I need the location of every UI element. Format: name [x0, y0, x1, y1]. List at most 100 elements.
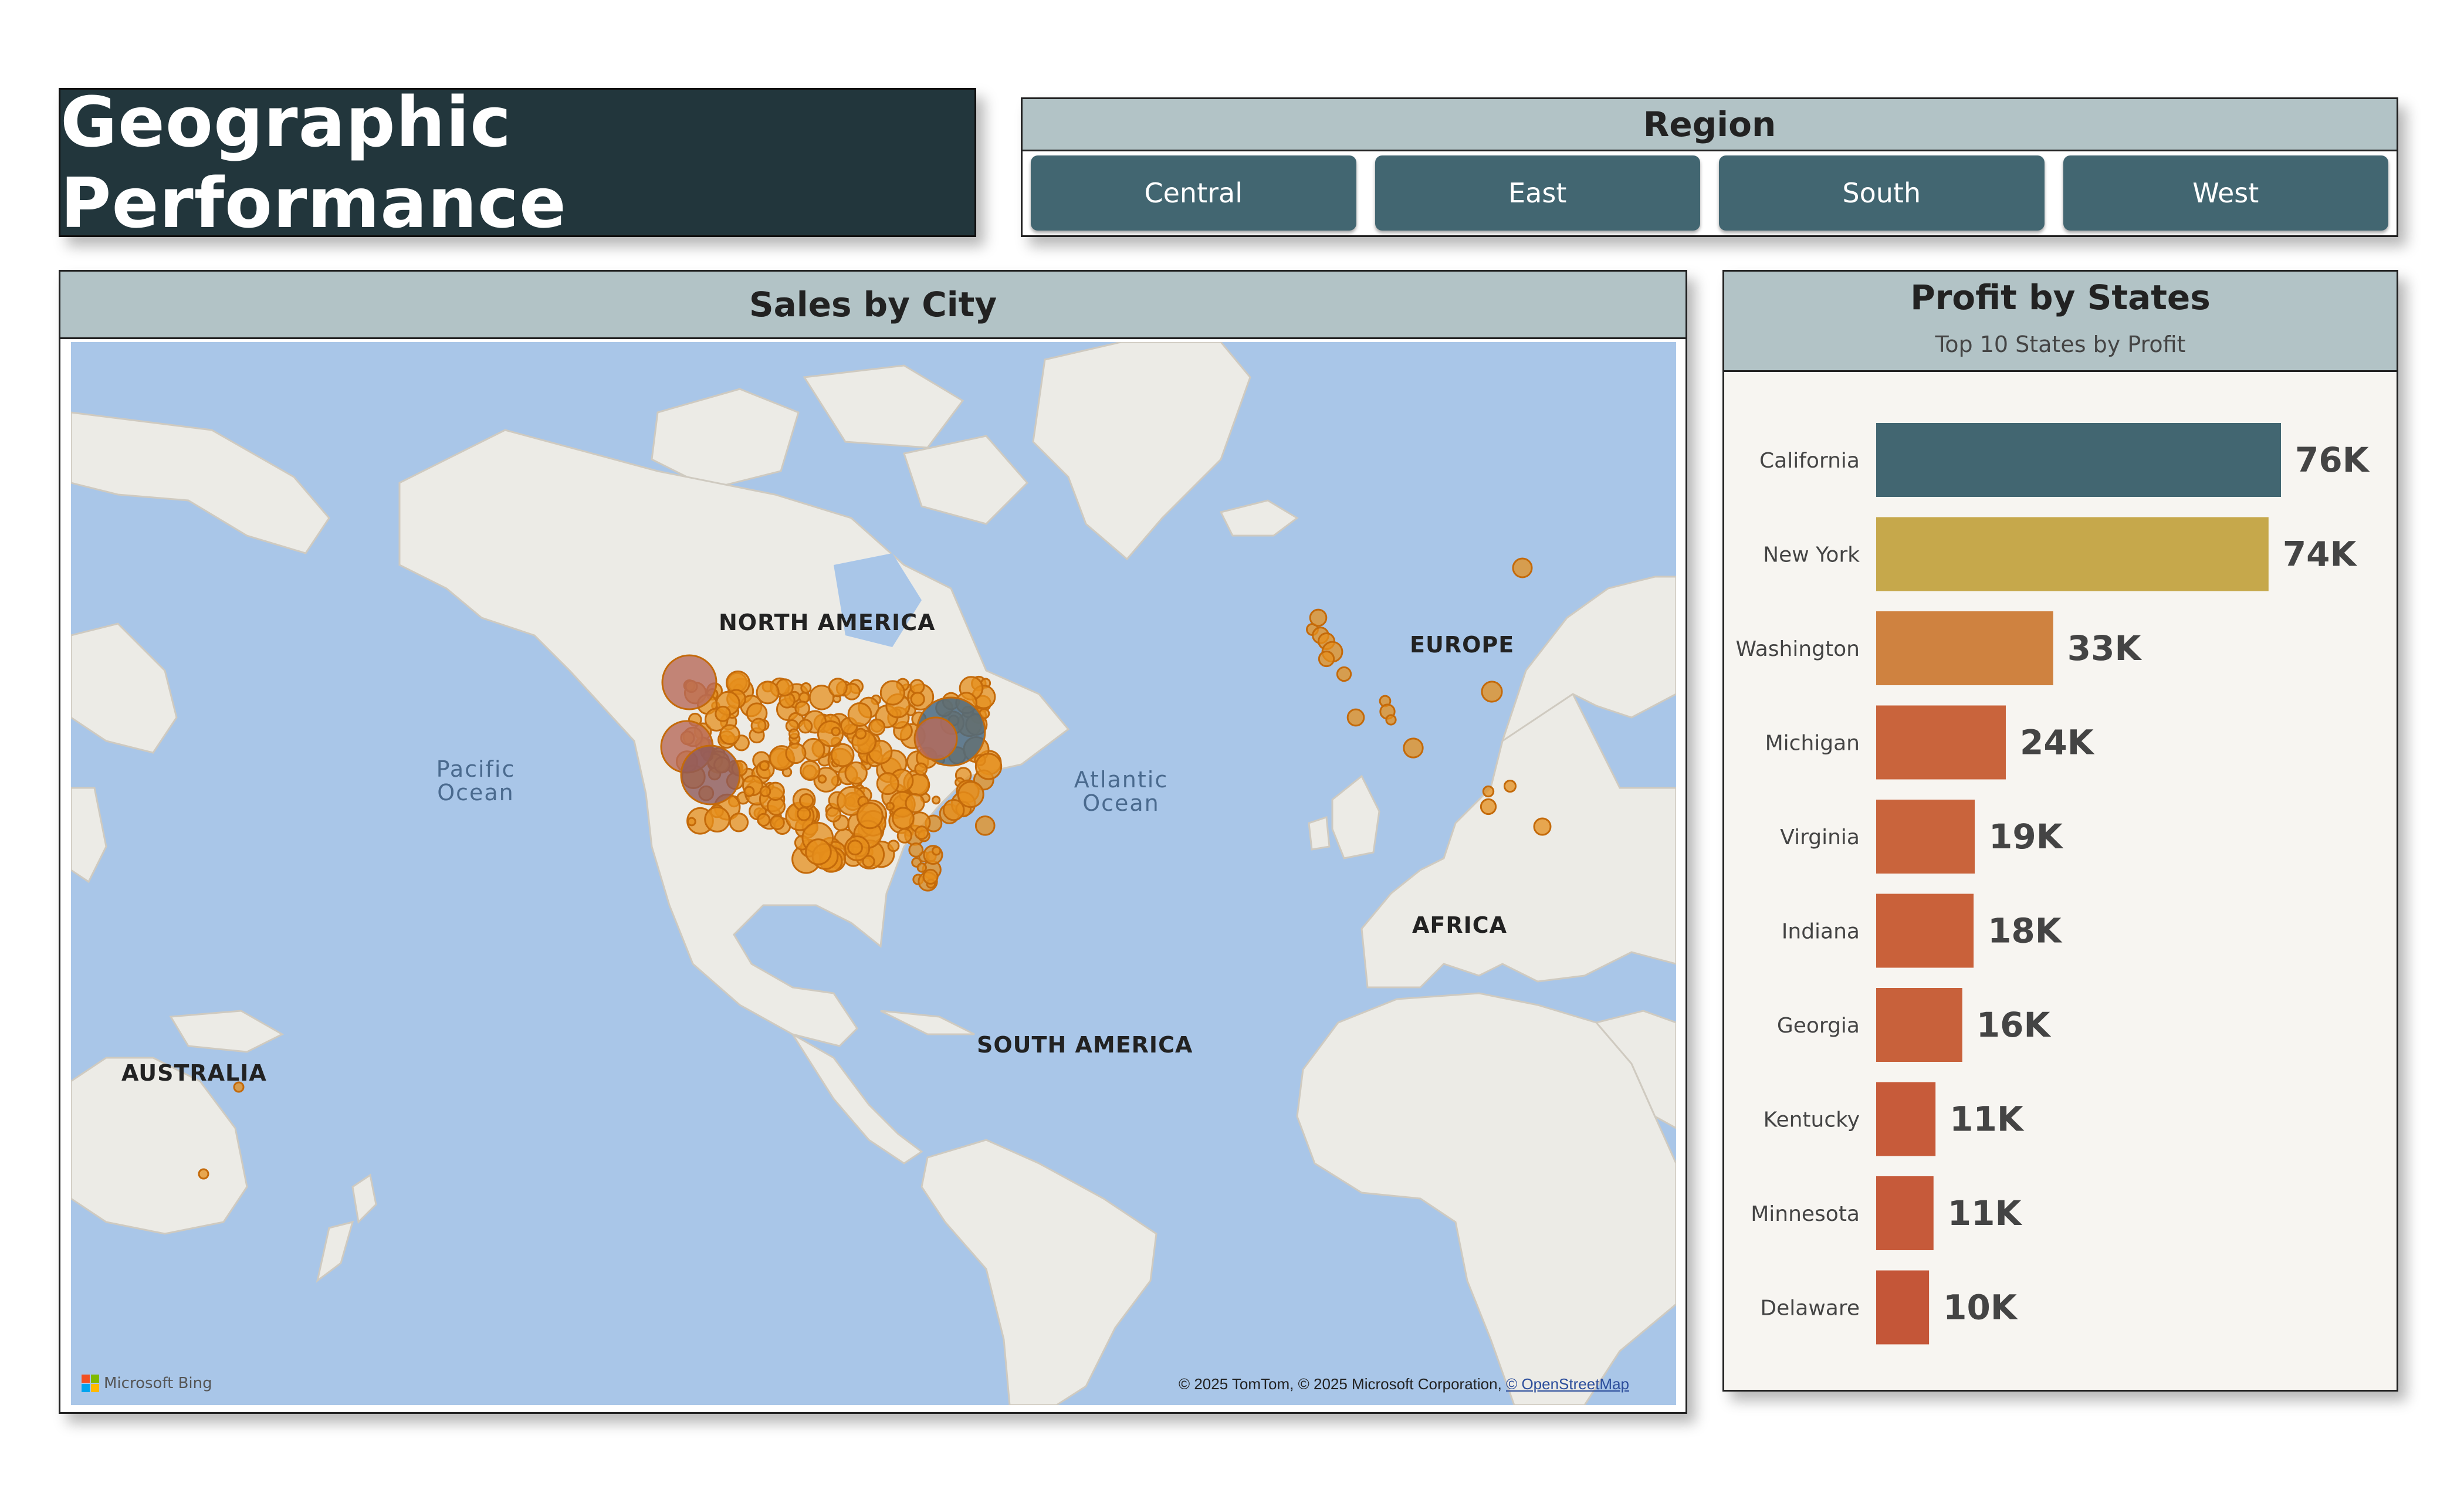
city-bubble[interactable]: [817, 774, 827, 784]
map-label-europe: EUROPE: [1410, 632, 1515, 658]
city-bubble[interactable]: [932, 796, 941, 805]
city-bubble[interactable]: [847, 840, 863, 856]
city-bubble[interactable]: [825, 806, 842, 823]
city-bubble[interactable]: [1346, 708, 1365, 727]
city-bubble[interactable]: [1480, 798, 1497, 815]
city-bubble[interactable]: [798, 719, 813, 734]
scandinavia-landmass: [1501, 576, 1676, 743]
city-bubble[interactable]: [794, 700, 810, 716]
city-bubble[interactable]: [908, 842, 924, 858]
city-bubble[interactable]: [856, 802, 884, 830]
city-bubble[interactable]: [661, 654, 717, 710]
city-bubble[interactable]: [1309, 608, 1328, 627]
city-bubble[interactable]: [805, 838, 832, 865]
city-bubble[interactable]: [868, 718, 886, 736]
uk-landmass: [1331, 774, 1380, 859]
city-bubble[interactable]: [1481, 681, 1503, 703]
city-bubble[interactable]: [862, 855, 875, 868]
map-label-africa: AFRICA: [1412, 912, 1508, 938]
category-label: Indiana: [1782, 920, 1860, 944]
bar-minnesota[interactable]: [1876, 1176, 1934, 1250]
city-bubble[interactable]: [198, 1168, 209, 1180]
city-bubble[interactable]: [847, 702, 872, 727]
city-bubble[interactable]: [892, 807, 915, 830]
city-bubble[interactable]: [896, 828, 913, 844]
region-button-west[interactable]: West: [2063, 155, 2388, 231]
bar-new-york[interactable]: [1876, 517, 2269, 591]
city-bubble[interactable]: [1512, 557, 1533, 578]
city-bubble[interactable]: [830, 743, 855, 767]
city-bubble[interactable]: [876, 772, 899, 796]
city-bubble[interactable]: [759, 760, 770, 771]
city-bubble[interactable]: [887, 840, 900, 852]
region-button-south[interactable]: South: [1719, 155, 2045, 231]
city-bubble[interactable]: [680, 744, 741, 805]
city-bubble[interactable]: [800, 760, 821, 781]
city-bubble[interactable]: [905, 793, 925, 814]
city-bubble[interactable]: [942, 798, 965, 821]
openstreetmap-link[interactable]: © OpenStreetMap: [1506, 1375, 1629, 1393]
city-bubble[interactable]: [1385, 714, 1397, 726]
city-bubble[interactable]: [1318, 650, 1335, 668]
city-bubble[interactable]: [799, 793, 814, 808]
city-bubble[interactable]: [759, 786, 771, 797]
city-bubble[interactable]: [931, 846, 942, 856]
city-bubble[interactable]: [687, 817, 696, 827]
city-bubble[interactable]: [785, 743, 807, 764]
city-bubble[interactable]: [1336, 666, 1352, 682]
city-bubble[interactable]: [719, 724, 740, 745]
city-bubble[interactable]: [796, 807, 811, 821]
city-bubble[interactable]: [828, 678, 848, 698]
city-bubble[interactable]: [844, 761, 868, 785]
city-bubble[interactable]: [922, 868, 939, 885]
city-bubble[interactable]: [855, 727, 867, 740]
city-bubble[interactable]: [729, 813, 749, 832]
city-bubble[interactable]: [788, 728, 800, 740]
city-bubble[interactable]: [913, 716, 958, 761]
city-bubble[interactable]: [743, 786, 755, 797]
city-bubble[interactable]: [914, 825, 929, 840]
city-bubble[interactable]: [769, 815, 785, 831]
city-bubble[interactable]: [715, 705, 732, 722]
region-button-central[interactable]: Central: [1031, 155, 1356, 231]
city-bubble[interactable]: [885, 801, 895, 811]
city-bubble[interactable]: [1503, 779, 1517, 793]
bar-virginia[interactable]: [1876, 800, 1975, 874]
city-bubble[interactable]: [800, 682, 812, 694]
city-bubble[interactable]: [916, 862, 927, 873]
city-bubble[interactable]: [957, 781, 984, 808]
city-bubble[interactable]: [974, 815, 996, 836]
world-map[interactable]: NORTH AMERICA EUROPE AFRICA SOUTH AMERIC…: [71, 342, 1676, 1405]
city-bubble[interactable]: [909, 679, 925, 695]
city-bubble[interactable]: [1403, 737, 1424, 759]
category-label: Georgia: [1777, 1014, 1860, 1038]
city-bubble[interactable]: [1533, 817, 1552, 836]
city-bubble[interactable]: [974, 753, 1003, 780]
city-bubble[interactable]: [910, 692, 925, 707]
bar-delaware[interactable]: [1876, 1270, 1930, 1345]
profit-chart-subtitle: Top 10 States by Profit: [1935, 331, 2186, 357]
bar-georgia[interactable]: [1876, 988, 1962, 1062]
bar-indiana[interactable]: [1876, 893, 1974, 968]
cuba-landmass: [880, 1010, 975, 1035]
bar-washington[interactable]: [1876, 611, 2053, 685]
south-america-landmass: [920, 1139, 1157, 1405]
papua-landmass: [169, 1010, 285, 1053]
city-bubble[interactable]: [704, 806, 730, 833]
city-bubble[interactable]: [750, 717, 767, 734]
region-button-east[interactable]: East: [1375, 155, 1700, 231]
map-attribution: © 2025 TomTom, © 2025 Microsoft Corporat…: [1179, 1375, 1629, 1393]
city-bubble[interactable]: [1482, 785, 1495, 798]
city-bubble[interactable]: [757, 813, 771, 827]
city-bubble[interactable]: [831, 726, 841, 737]
city-bubble[interactable]: [879, 680, 906, 706]
bar-kentucky[interactable]: [1876, 1082, 1936, 1156]
region-slicer-header: Region: [1023, 99, 2397, 151]
city-bubble[interactable]: [756, 681, 780, 705]
map-label-pacific-ocean: Pacific Ocean: [436, 756, 516, 805]
data-label: 74K: [2283, 534, 2358, 574]
bar-california[interactable]: [1876, 423, 2281, 497]
city-bubble[interactable]: [233, 1081, 245, 1093]
city-bubble[interactable]: [914, 762, 928, 776]
bar-michigan[interactable]: [1876, 705, 2006, 780]
